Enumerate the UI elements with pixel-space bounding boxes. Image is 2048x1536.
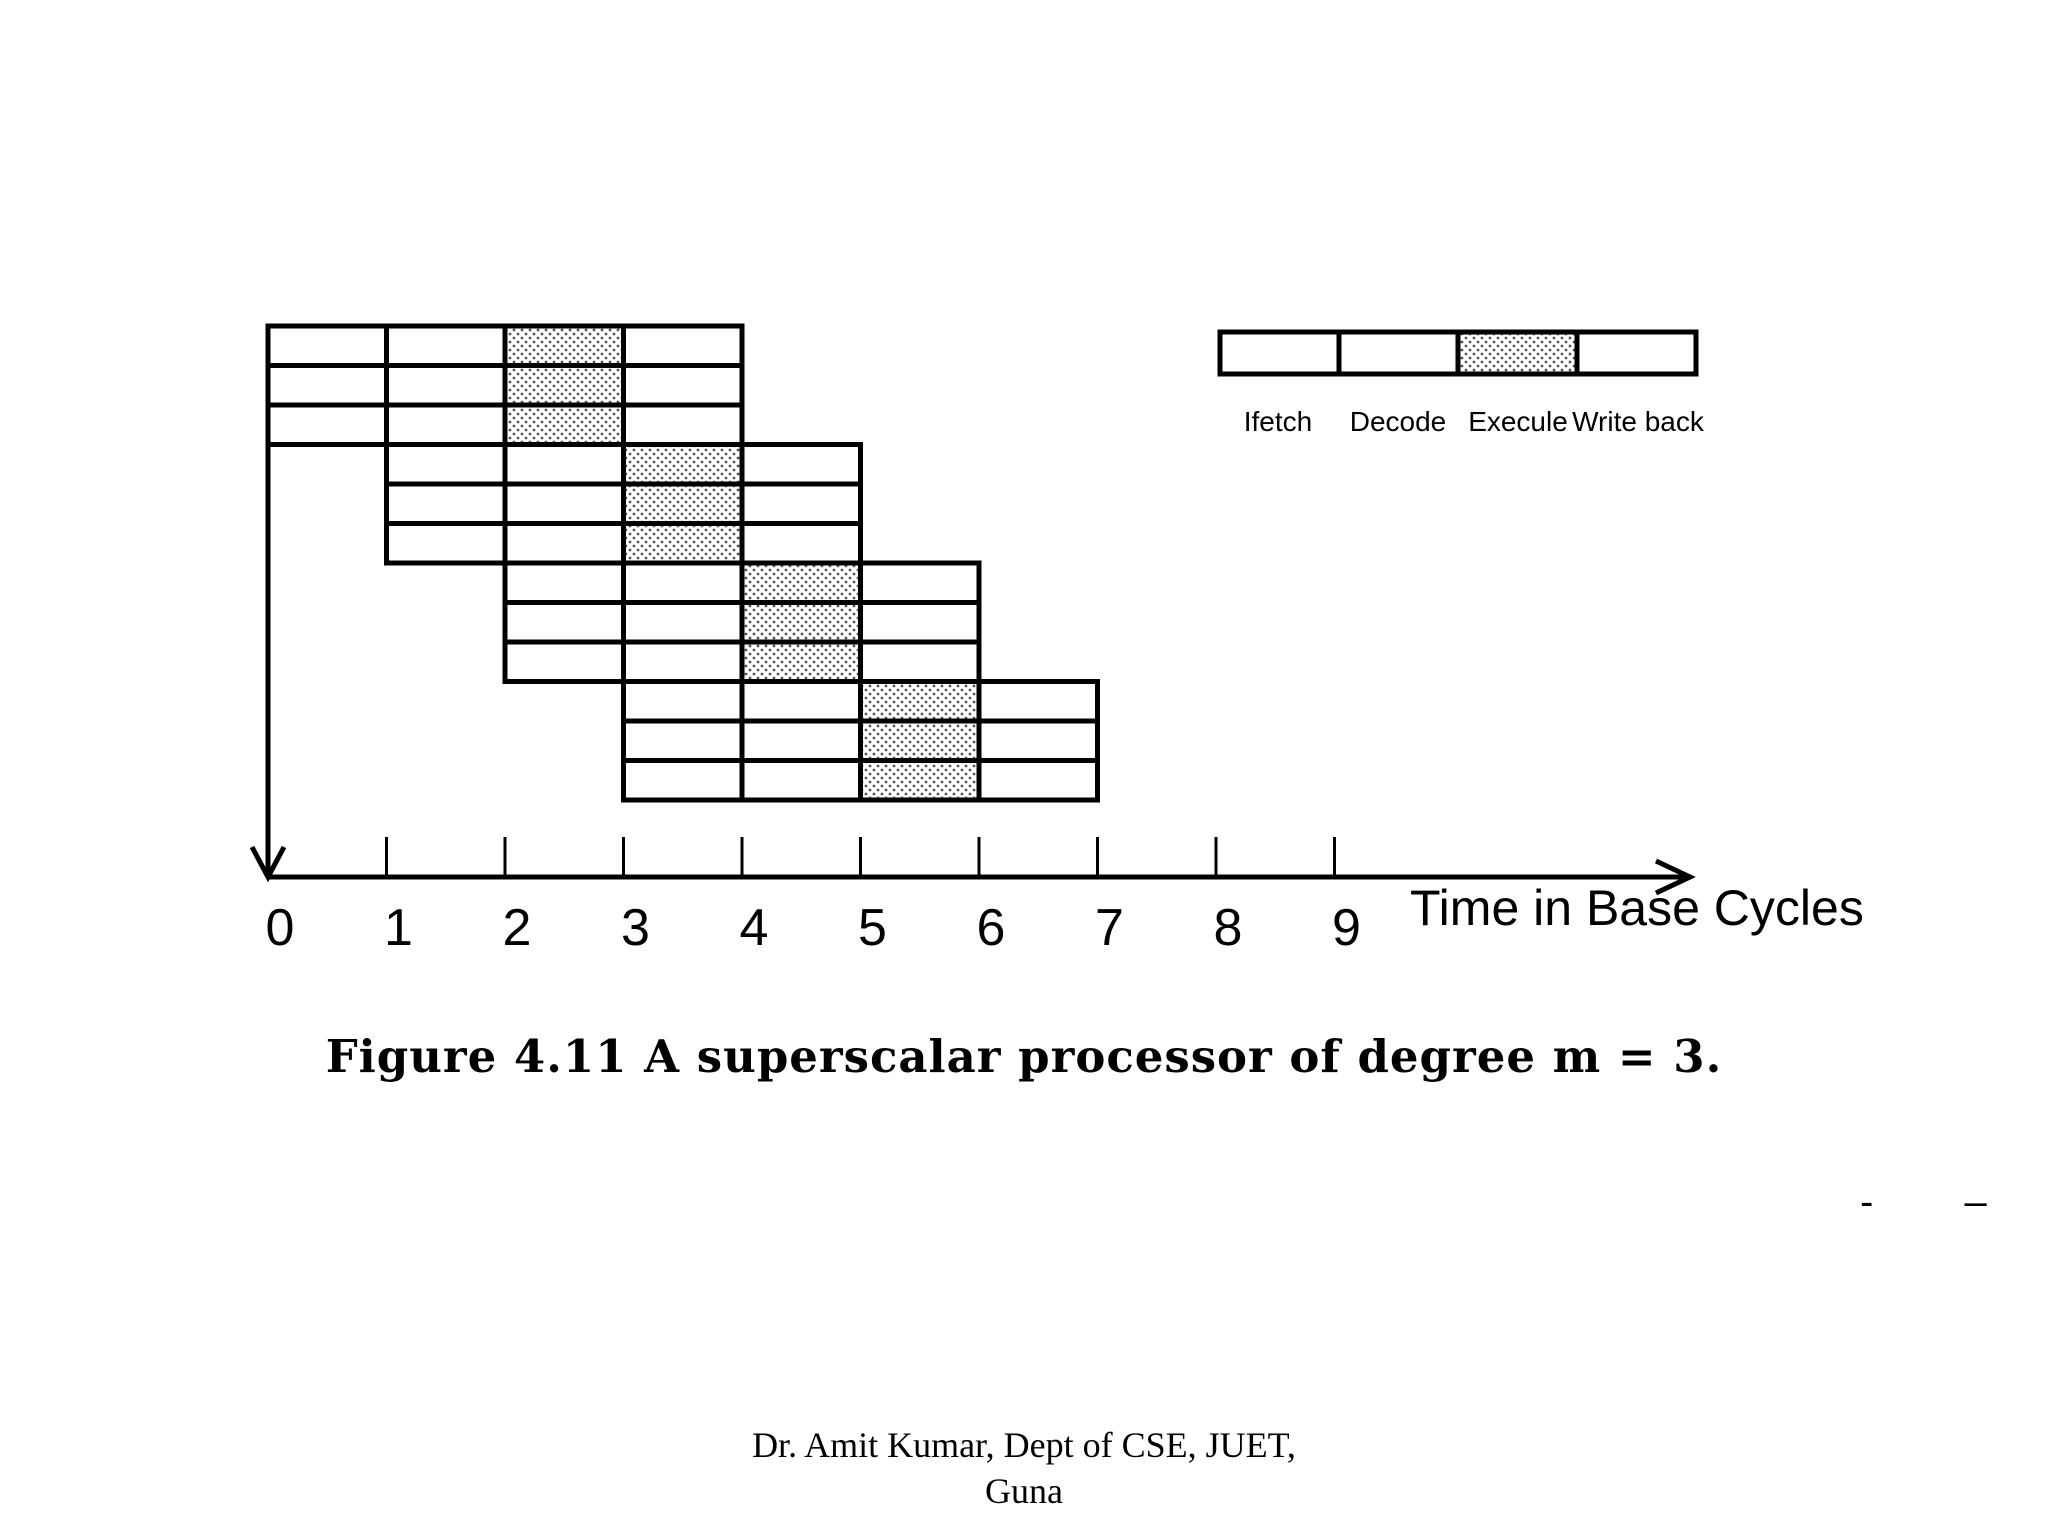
tick-label: 4 — [740, 899, 769, 957]
tick-label: 0 — [266, 899, 295, 957]
pipeline-cells — [265, 323, 1100, 803]
stage-cell-ifetch — [384, 481, 508, 526]
stage-cell-decode — [384, 402, 508, 447]
footer-line-1: Dr. Amit Kumar, Dept of CSE, JUET, — [752, 1425, 1296, 1465]
stage-cell-decode — [739, 758, 863, 803]
stage-cell-ifetch — [502, 639, 626, 684]
stage-cell-decode — [621, 639, 745, 684]
stage-cell-execule — [621, 481, 745, 526]
horizontal-axis-arrowhead — [1654, 858, 1696, 896]
tick-label: 5 — [858, 899, 887, 957]
stage-cell-ifetch — [265, 323, 389, 368]
stage-cell-decode — [384, 323, 508, 368]
stage-cell-execule — [739, 600, 863, 645]
tick-label: 3 — [621, 899, 650, 957]
footer-line-2: Guna — [985, 1471, 1063, 1511]
stage-cell-write-back — [621, 363, 745, 408]
stage-cell-write-back — [976, 679, 1100, 724]
legend-swatch — [1455, 329, 1580, 377]
stage-cell-ifetch — [502, 600, 626, 645]
tick-label: 9 — [1332, 899, 1361, 957]
stage-cell-ifetch — [621, 679, 745, 724]
stage-cell-execule — [502, 323, 626, 368]
stage-cell-execule — [621, 442, 745, 487]
tick-label: 6 — [977, 899, 1006, 957]
stage-cell-ifetch — [265, 402, 389, 447]
stage-cell-execule — [858, 758, 982, 803]
stage-cell-write-back — [621, 323, 745, 368]
stage-cell-execule — [858, 679, 982, 724]
stage-cell-write-back — [739, 442, 863, 487]
stage-cell-execule — [739, 639, 863, 684]
stage-cell-decode — [502, 481, 626, 526]
stage-cell-ifetch — [384, 521, 508, 566]
legend-swatch — [1336, 329, 1461, 377]
stage-cell-write-back — [739, 481, 863, 526]
tick-label: 1 — [384, 899, 413, 957]
stage-cell-decode — [384, 363, 508, 408]
legend-swatch — [1217, 329, 1342, 377]
legend-swatch — [1574, 329, 1699, 377]
axis-title: Time in Base Cycles — [1410, 880, 1864, 936]
stage-cell-ifetch — [502, 560, 626, 605]
tick-label: 8 — [1214, 899, 1243, 957]
time-axis: 0 1 2 3 4 5 6 7 8 9 Time in Base Cycles — [249, 326, 1864, 957]
stage-cell-execule — [739, 560, 863, 605]
stage-cell-decode — [739, 718, 863, 763]
stage-cell-execule — [858, 718, 982, 763]
stage-cell-write-back — [858, 560, 982, 605]
stage-cell-write-back — [621, 402, 745, 447]
stage-cell-decode — [739, 679, 863, 724]
stage-cell-decode — [502, 442, 626, 487]
figure-caption: Figure 4.11 A superscalar processor of d… — [325, 1030, 1723, 1083]
stage-cell-write-back — [858, 639, 982, 684]
stage-cell-decode — [621, 560, 745, 605]
stray-dashes: - – — [1860, 1180, 1987, 1225]
stage-cell-ifetch — [621, 718, 745, 763]
stage-cell-execule — [502, 363, 626, 408]
footer-credit: Dr. Amit Kumar, Dept of CSE, JUET, Guna — [0, 1422, 2048, 1514]
stage-cell-decode — [621, 600, 745, 645]
stage-cell-write-back — [739, 521, 863, 566]
stage-cell-ifetch — [265, 363, 389, 408]
stage-cell-execule — [502, 402, 626, 447]
legend-label: Decode — [1350, 406, 1447, 437]
legend-label: Execule — [1468, 406, 1568, 437]
stage-cell-execule — [621, 521, 745, 566]
legend-label: Ifetch — [1244, 406, 1312, 437]
stage-cell-write-back — [858, 600, 982, 645]
tick-label: 2 — [503, 899, 532, 957]
tick-label: 7 — [1095, 899, 1124, 957]
legend-label: Write back — [1572, 406, 1705, 437]
stage-cell-ifetch — [621, 758, 745, 803]
stage-legend: Ifetch Decode Execule Write back — [1217, 329, 1705, 437]
stage-cell-write-back — [976, 718, 1100, 763]
dash-mark: - — [1860, 1180, 1874, 1224]
stage-cell-ifetch — [384, 442, 508, 487]
stage-cell-write-back — [976, 758, 1100, 803]
pipeline-diagram: 0 1 2 3 4 5 6 7 8 9 Time in Base Cycles Ifetch Deco… — [249, 323, 1864, 957]
dash-mark: – — [1964, 1180, 1987, 1224]
stage-cell-decode — [502, 521, 626, 566]
